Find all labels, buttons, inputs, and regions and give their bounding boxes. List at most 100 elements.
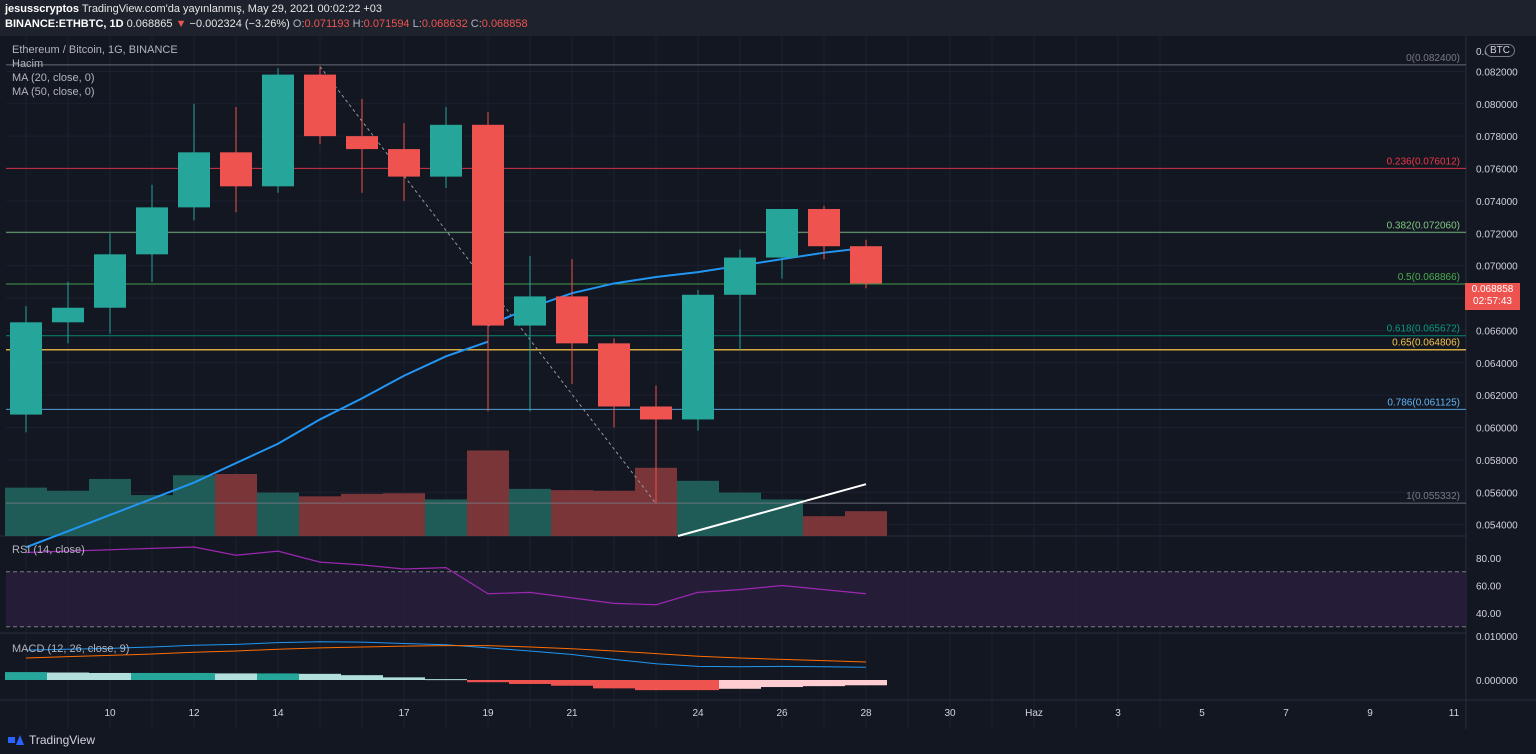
legend-macd[interactable]: MACD (12, 26, close, 9) bbox=[12, 643, 130, 655]
candle-body bbox=[766, 208, 798, 258]
volume-bar bbox=[341, 493, 383, 536]
macd-histogram-bar bbox=[47, 672, 89, 680]
volume-bar bbox=[509, 488, 551, 536]
volume-bar bbox=[215, 474, 257, 536]
macd-histogram-bar bbox=[845, 680, 887, 686]
low-label: L: bbox=[412, 18, 422, 30]
candle-body bbox=[640, 406, 672, 420]
price-axis-tick: 0.060000 bbox=[1476, 424, 1518, 435]
time-axis-tick: 24 bbox=[692, 708, 704, 719]
macd-histogram-bar bbox=[5, 672, 47, 680]
volume-bar bbox=[551, 490, 593, 536]
chart-area[interactable]: 0(0.082400) 0.236(0.076012) 0.382(0.072060… bbox=[0, 36, 1536, 730]
time-axis-tick: 30 bbox=[944, 708, 956, 719]
candle-body bbox=[304, 74, 336, 137]
time-axis-tick: 17 bbox=[398, 708, 410, 719]
legend-ma50[interactable]: MA (50, close, 0) bbox=[12, 86, 95, 98]
change-down-icon: ▼ bbox=[175, 18, 187, 30]
volume-bar bbox=[131, 495, 173, 536]
rsi-axis-tick: 80.00 bbox=[1476, 554, 1501, 565]
fib-label: 0.5(0.068866) bbox=[1398, 272, 1460, 283]
price-axis-tick: 0.066000 bbox=[1476, 326, 1518, 337]
volume-bar bbox=[89, 478, 131, 536]
time-axis-tick: 5 bbox=[1199, 708, 1205, 719]
last-price: 0.068865 bbox=[126, 18, 173, 30]
fib-label: 0.382(0.072060) bbox=[1387, 220, 1460, 231]
author-name[interactable]: jesusscryptos bbox=[5, 3, 79, 15]
price-axis-tick: 0.072000 bbox=[1476, 229, 1518, 240]
volume-bar bbox=[593, 490, 635, 536]
legend-ma20[interactable]: MA (20, close, 0) bbox=[12, 72, 95, 84]
candle-body bbox=[850, 246, 882, 284]
volume-bar bbox=[173, 475, 215, 536]
macd-histogram-bar bbox=[215, 673, 257, 680]
low-value: 0.068632 bbox=[421, 18, 468, 30]
time-axis-tick: 10 bbox=[104, 708, 116, 719]
macd-histogram-bar bbox=[509, 680, 551, 684]
rsi-line bbox=[25, 546, 867, 606]
brand[interactable]: TradingView bbox=[8, 733, 95, 747]
macd-axis-tick: 0.010000 bbox=[1476, 632, 1518, 643]
legend-volume[interactable]: Hacim bbox=[12, 58, 44, 70]
price-axis-tick: 0.074000 bbox=[1476, 197, 1518, 208]
price-axis-tick: 0.070000 bbox=[1476, 262, 1518, 273]
macd-histogram-bar bbox=[341, 675, 383, 680]
volume-bar bbox=[761, 499, 803, 536]
macd-histogram-bar bbox=[719, 680, 761, 689]
rsi-axis-tick: 40.00 bbox=[1476, 609, 1501, 620]
price-chart-svg[interactable]: 0(0.082400) 0.236(0.076012) 0.382(0.072060… bbox=[0, 36, 1536, 730]
volume-bar bbox=[5, 487, 47, 536]
price-axis-tick-top: 0.0 bbox=[1476, 47, 1490, 58]
price-axis-tick: 0.056000 bbox=[1476, 488, 1518, 499]
candle-body bbox=[220, 152, 252, 187]
price-axis-tick: 0.080000 bbox=[1476, 100, 1518, 111]
candle-body bbox=[10, 322, 42, 415]
publish-line: jesusscryptos TradingView.com'da yayınla… bbox=[5, 3, 382, 15]
ma20-line bbox=[487, 246, 867, 327]
last-price-tag: 0.068858 02:57:43 bbox=[1465, 283, 1520, 310]
time-axis-tick: 14 bbox=[272, 708, 284, 719]
candle-body bbox=[808, 208, 840, 247]
time-axis-tick: 26 bbox=[776, 708, 788, 719]
time-axis-tick: 9 bbox=[1367, 708, 1373, 719]
candle-body bbox=[556, 296, 588, 344]
volume-bar bbox=[47, 490, 89, 536]
macd-histogram-bar bbox=[551, 680, 593, 686]
candle-body bbox=[94, 254, 126, 308]
time-axis-tick: 3 bbox=[1115, 708, 1121, 719]
ohlc-line: BINANCE:ETHBTC, 1D 0.068865 ▼ −0.002324 … bbox=[5, 18, 528, 30]
macd-histogram-bar bbox=[677, 680, 719, 691]
macd-histogram-bar bbox=[383, 677, 425, 680]
macd-histogram-bar bbox=[593, 680, 635, 689]
macd-histogram-bar bbox=[173, 672, 215, 680]
high-value: 0.071594 bbox=[363, 18, 410, 30]
currency-badge[interactable]: BTC bbox=[1485, 44, 1515, 57]
legend-rsi[interactable]: RSI (14, close) bbox=[12, 544, 85, 556]
macd-signal-line bbox=[25, 645, 867, 663]
publish-info: TradingView.com'da yayınlanmış, May 29, … bbox=[81, 3, 383, 15]
candle-body bbox=[52, 307, 84, 323]
candle-body bbox=[178, 152, 210, 208]
rsi-band bbox=[6, 571, 1466, 627]
close-label: C: bbox=[470, 18, 482, 30]
macd-histogram-bar bbox=[635, 680, 677, 691]
time-axis-tick: 28 bbox=[860, 708, 872, 719]
candle-body bbox=[514, 296, 546, 326]
time-axis-tick: 7 bbox=[1283, 708, 1289, 719]
volume-bar bbox=[803, 516, 845, 536]
macd-histogram-bar bbox=[89, 672, 131, 680]
fib-label: 1(0.055332) bbox=[1406, 491, 1460, 502]
price-axis-tick: 0.076000 bbox=[1476, 165, 1518, 176]
price-tag-countdown: 02:57:43 bbox=[1473, 296, 1512, 307]
legend-title: Ethereum / Bitcoin, 1G, BINANCE bbox=[12, 44, 178, 56]
open-value: 0.071193 bbox=[304, 18, 350, 30]
macd-histogram-bar bbox=[761, 680, 803, 688]
candle-body bbox=[346, 136, 378, 150]
symbol: BINANCE:ETHBTC, 1D bbox=[5, 18, 124, 30]
candle-body bbox=[262, 74, 294, 187]
candle-body bbox=[388, 149, 420, 177]
candle-body bbox=[682, 294, 714, 420]
price-axis-tick: 0.062000 bbox=[1476, 391, 1518, 402]
macd-line bbox=[25, 641, 867, 668]
time-axis-tick: 21 bbox=[566, 708, 578, 719]
